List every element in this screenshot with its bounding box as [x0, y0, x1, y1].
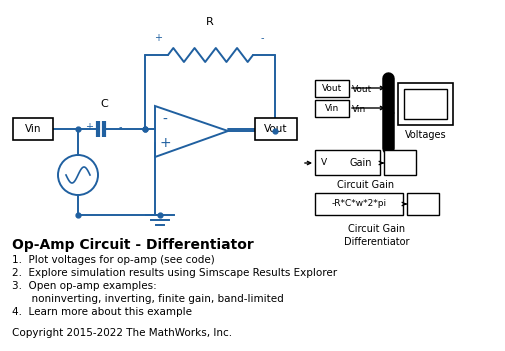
Text: 4.  Learn more about this example: 4. Learn more about this example — [12, 307, 191, 317]
Text: 2.  Explore simulation results using Simscape Results Explorer: 2. Explore simulation results using Sims… — [12, 268, 336, 278]
Bar — [315, 80, 348, 97]
Text: 1.  Plot voltages for op-amp (see code): 1. Plot voltages for op-amp (see code) — [12, 255, 214, 265]
Bar — [397, 83, 452, 125]
Bar — [13, 118, 53, 140]
Text: Gain: Gain — [348, 158, 371, 167]
Bar — [406, 193, 438, 215]
Text: V: V — [320, 158, 326, 167]
Bar — [383, 150, 415, 175]
Text: Vout: Vout — [351, 86, 372, 94]
Text: C: C — [100, 99, 108, 109]
Bar — [403, 89, 446, 119]
Text: +: + — [159, 136, 171, 150]
Bar — [255, 118, 296, 140]
Text: -: - — [162, 113, 167, 127]
Text: Vin: Vin — [351, 106, 366, 114]
Text: +: + — [85, 122, 93, 132]
Text: R: R — [206, 17, 214, 27]
Text: Circuit Gain
Differentiator: Circuit Gain Differentiator — [343, 224, 409, 247]
Text: -: - — [118, 122, 122, 132]
Text: Voltages: Voltages — [404, 130, 445, 140]
Text: Vout: Vout — [321, 84, 341, 93]
Text: Vin: Vin — [324, 104, 338, 113]
Text: Op-Amp Circuit - Differentiator: Op-Amp Circuit - Differentiator — [12, 238, 253, 252]
Text: Vout: Vout — [264, 124, 287, 134]
Bar — [315, 193, 402, 215]
Text: 3.  Open op-amp examples:: 3. Open op-amp examples: — [12, 281, 157, 291]
Bar — [315, 100, 348, 117]
Text: noninverting, inverting, finite gain, band-limited: noninverting, inverting, finite gain, ba… — [12, 294, 283, 304]
Bar — [315, 150, 379, 175]
Text: -: - — [260, 33, 263, 43]
Text: Circuit Gain: Circuit Gain — [336, 180, 393, 190]
Text: Vin: Vin — [25, 124, 41, 134]
Text: Copyright 2015-2022 The MathWorks, Inc.: Copyright 2015-2022 The MathWorks, Inc. — [12, 328, 232, 338]
Text: +: + — [154, 33, 162, 43]
Text: -R*C*w*2*pi: -R*C*w*2*pi — [331, 199, 386, 208]
